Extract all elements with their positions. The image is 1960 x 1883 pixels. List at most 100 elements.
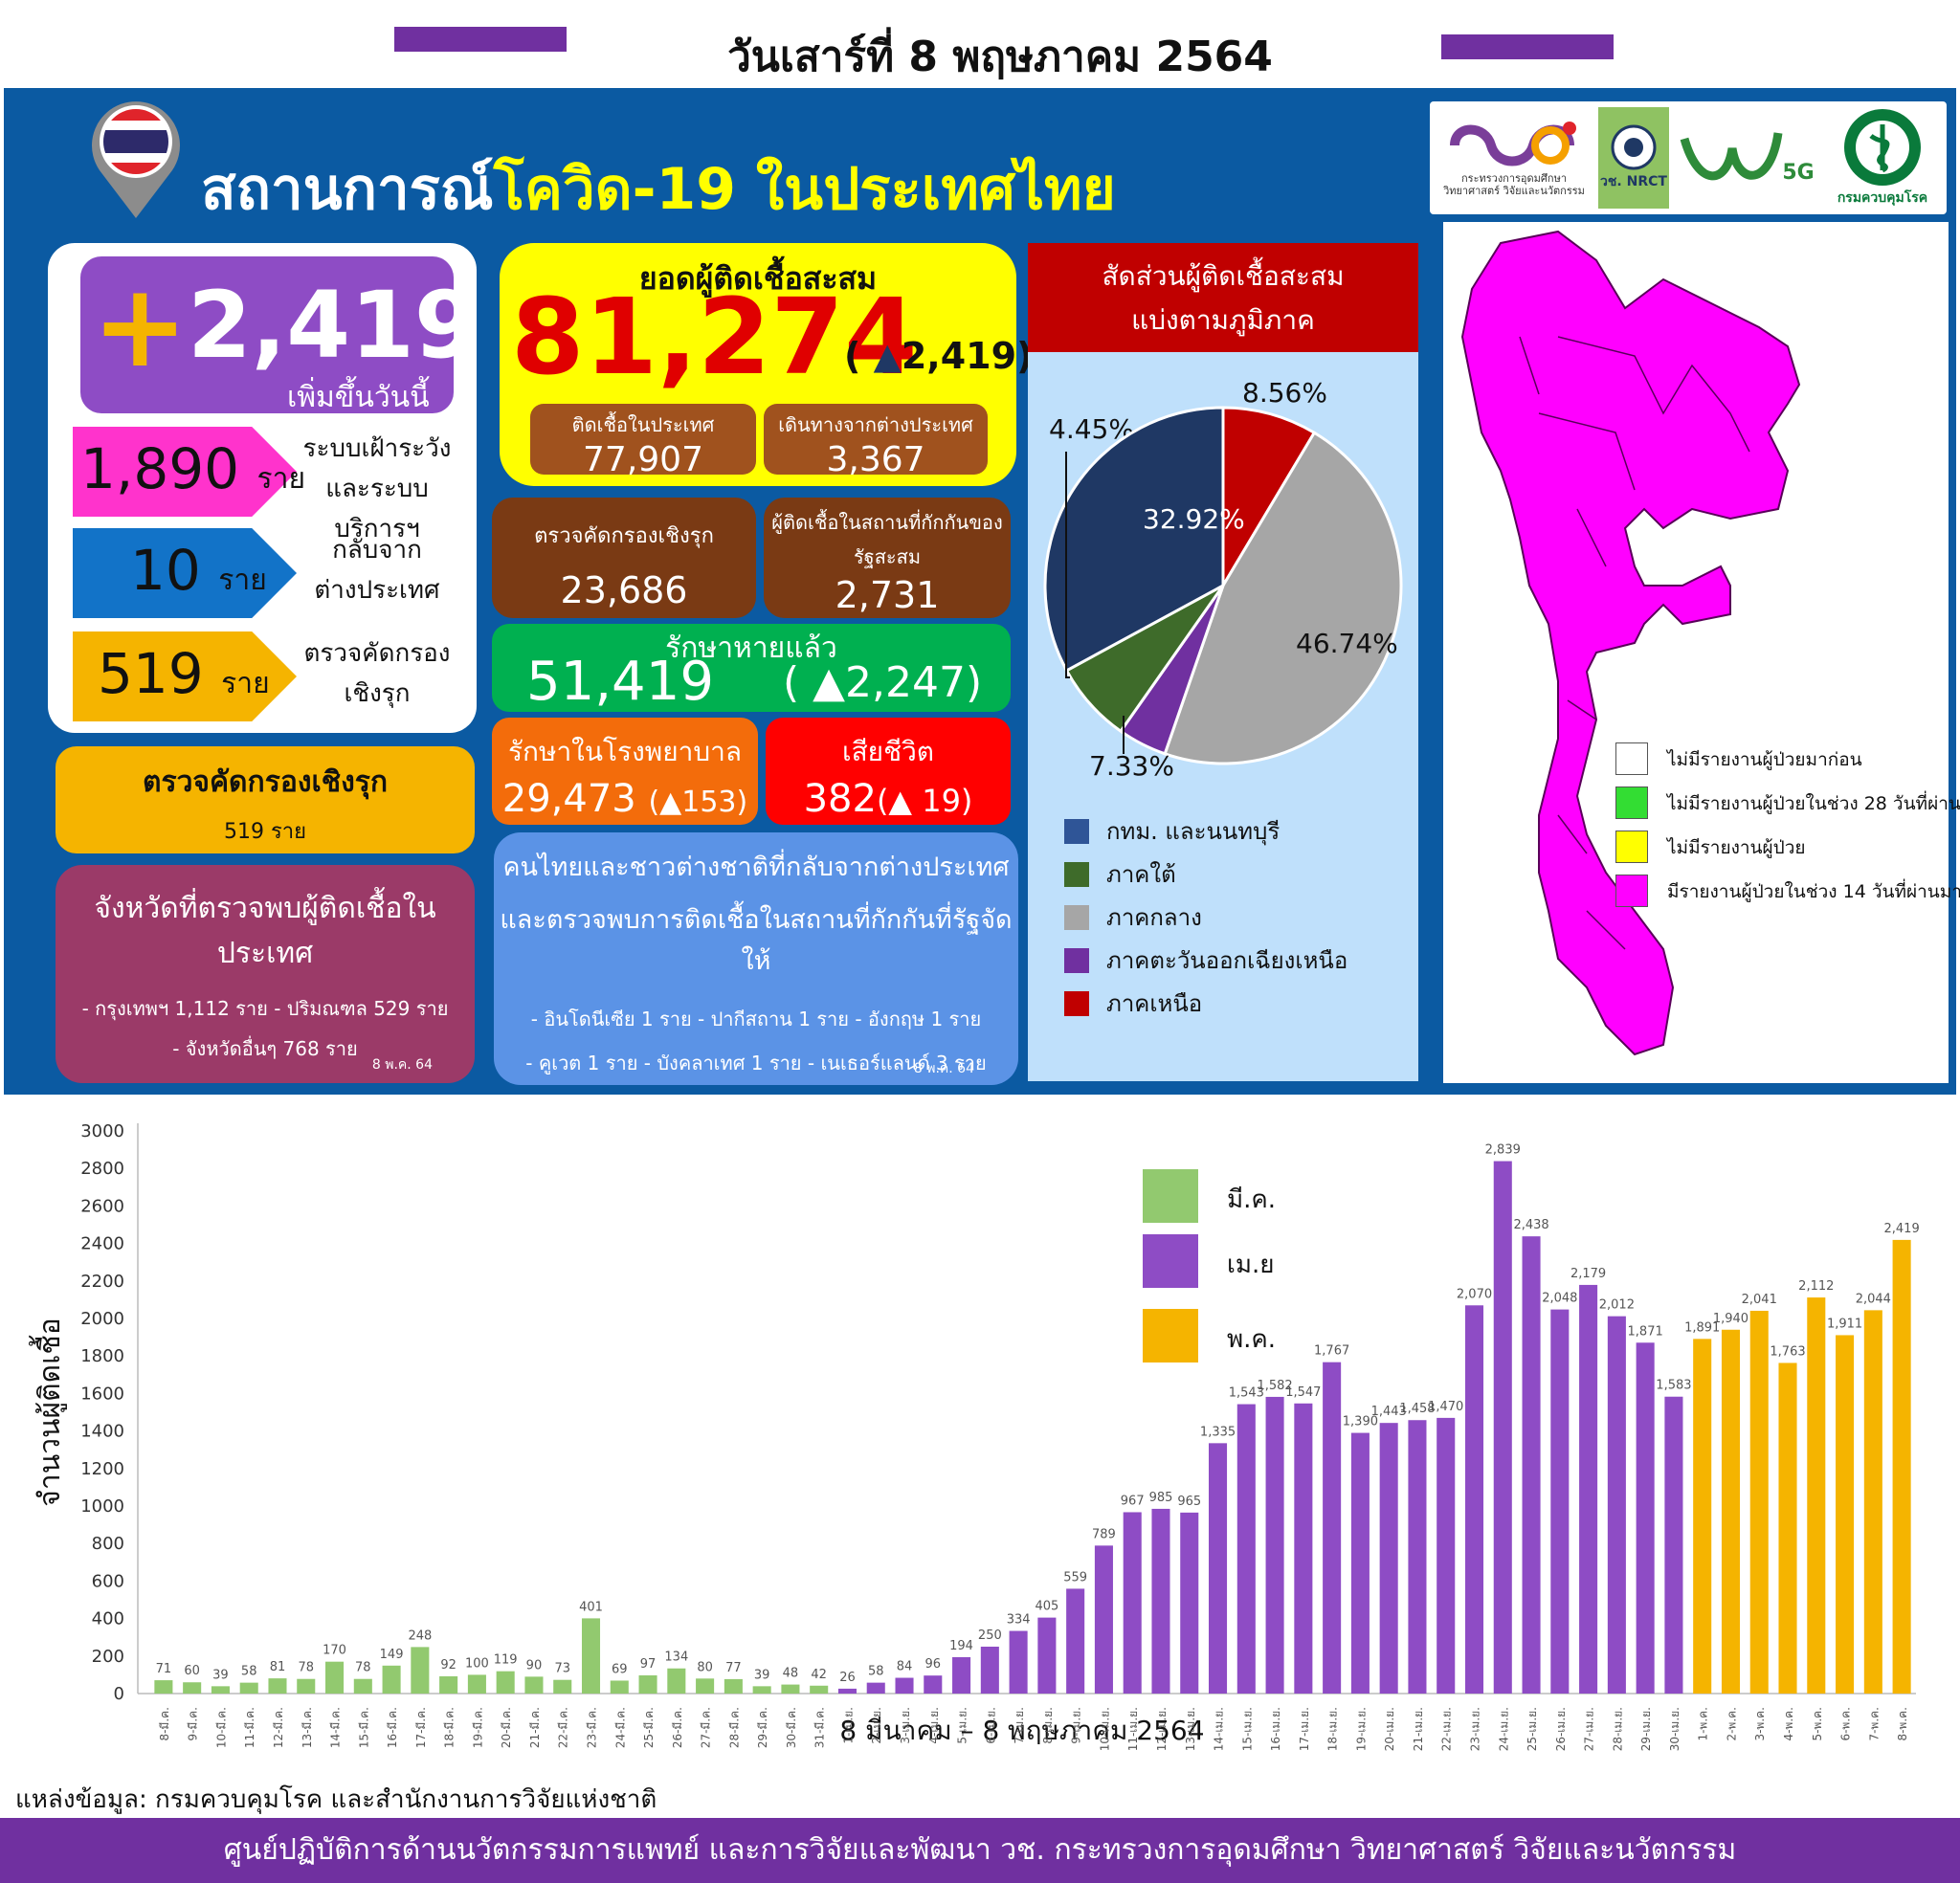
bar (1151, 1508, 1170, 1694)
x-tick-label: 12-มี.ค. (272, 1707, 285, 1748)
pie-legend-label: กทม. และนนทบุรี (1106, 818, 1281, 845)
bar (724, 1678, 743, 1694)
y-axis-label: จำนวนผู้ติดเชื้อ (29, 1318, 67, 1506)
x-tick-label: 25-มี.ค. (642, 1707, 656, 1748)
bar-value-label: 965 (1177, 1495, 1201, 1509)
cumulative-box: ยอดผู้ติดเชื้อสะสม 81,274 ( ▲2,419) (500, 243, 1033, 486)
today-box (80, 256, 454, 413)
x-tick-label: 6-พ.ค. (1839, 1707, 1853, 1741)
pie-slice-4 (1043, 406, 1225, 673)
map-legend-label: ไม่มีรายงานผู้ป่วย (1667, 837, 1806, 858)
deaths-value: 382 (803, 777, 877, 821)
hospital-value: 29,473 (501, 777, 636, 821)
pie-legend: กทม. และนนทบุรี ภาคใต้ ภาคกลาง ภาคตะวันออกเ… (1064, 809, 1348, 1025)
map-legend: ไม่มีรายงานผู้ป่วยมาก่อน ไม่มีรายงานผู้ป่… (1615, 742, 1960, 919)
x-tick-label: 15-มี.ค. (357, 1707, 370, 1748)
bar (1209, 1443, 1228, 1694)
x-tick-label: 14-มี.ค. (329, 1707, 343, 1748)
bar-value-label: 48 (783, 1667, 799, 1681)
deaths-value-row: 382(▲ 19) (766, 777, 1011, 821)
proactive-value: 23,686 (560, 569, 688, 611)
pie-slice-1 (1163, 431, 1403, 765)
x-tick-label: 31-มี.ค. (813, 1707, 827, 1748)
bar-value-label: 81 (270, 1660, 286, 1674)
main-title: สถานการณ์โควิด-19 ในประเทศไทย (201, 156, 1116, 223)
pie-slice-0 (1221, 406, 1317, 591)
bar-value-label: 92 (440, 1658, 457, 1673)
bar-value-label: 1,940 (1713, 1312, 1748, 1326)
bar-value-label: 69 (612, 1662, 628, 1676)
deaths-box: เสียชีวิต 382(▲ 19) (766, 718, 1011, 825)
x-tick-label: 19-เม.ย. (1354, 1707, 1368, 1751)
map-legend-item: มีรายงานผู้ป่วยในช่วง 14 วันที่ผ่านมา (1615, 875, 1960, 919)
pie-legend-item: ภาคเหนือ (1064, 982, 1348, 1025)
y-tick-label: 1000 (80, 1496, 124, 1517)
bar-value-label: 2,070 (1457, 1287, 1492, 1301)
bar-value-label: 1,911 (1827, 1317, 1862, 1331)
bar-value-label: 134 (664, 1650, 688, 1665)
bar (524, 1676, 544, 1694)
abroad-info-line1: คนไทยและชาวต่างชาติที่กลับจากต่างประเทศ (502, 853, 1010, 882)
bar (353, 1678, 372, 1694)
quarantine-box: ผู้ติดเชื้อในสถานที่กักกันของ รัฐสะสม 2,… (764, 498, 1011, 618)
x-axis-label: 8 มีนาคม – 8 พฤษภาคม 2564 (839, 1715, 1204, 1746)
bar-value-label: 967 (1121, 1494, 1145, 1508)
x-tick-label: 3-เม.ย. (899, 1707, 912, 1744)
decor-bar-right (1441, 34, 1614, 59)
bar-value-label: 42 (811, 1668, 827, 1682)
case-tag-value-0: 1,890 ราย (80, 436, 306, 501)
x-tick-label: 29-มี.ค. (756, 1707, 769, 1748)
pie-legend-label: ภาคตะวันออกเฉียงเหนือ (1106, 947, 1348, 974)
bar (581, 1618, 601, 1694)
bar (1693, 1339, 1712, 1694)
abroad-label: เดินทางจากต่างประเทศ (778, 413, 973, 436)
legend-swatch (1064, 818, 1089, 844)
bar-value-label: 248 (408, 1628, 432, 1643)
bar-value-label: 80 (697, 1660, 713, 1674)
cumulative-title: ยอดผู้ติดเชื้อสะสม (638, 260, 878, 297)
case-tag-desc-1: กลับจาก ต่างประเทศ (314, 536, 440, 605)
up-arrow-icon: ▲ (873, 335, 902, 377)
quarantine-label2: รัฐสะสม (853, 545, 922, 568)
bar-value-label: 78 (298, 1661, 314, 1675)
abroad-value: 3,367 (826, 440, 925, 479)
map-legend-label: มีรายงานผู้ป่วยในช่วง 14 วันที่ผ่านมา (1667, 881, 1960, 902)
y-tick-label: 1400 (80, 1422, 124, 1442)
bar-value-label: 119 (494, 1653, 518, 1668)
x-tick-label: 24-มี.ค. (613, 1707, 627, 1748)
bar (1863, 1310, 1882, 1694)
x-tick-label: 7-พ.ค. (1867, 1707, 1881, 1741)
x-tick-label: 7-เม.ย. (1013, 1707, 1026, 1744)
x-tick-label: 8-พ.ค. (1896, 1707, 1909, 1741)
y-tick-label: 800 (92, 1534, 124, 1554)
thailand-flag-pin-icon (92, 101, 180, 218)
bar-value-label: 789 (1092, 1527, 1116, 1541)
x-tick-label: 20-มี.ค. (500, 1707, 513, 1748)
pie-legend-item: ภาคกลาง (1064, 896, 1348, 939)
x-tick-label: 1-พ.ค. (1697, 1707, 1710, 1741)
bar (1493, 1161, 1512, 1694)
map-legend-item: ไม่มีรายงานผู้ป่วย (1615, 831, 1960, 875)
bar-value-label: 401 (579, 1600, 603, 1614)
abroad-info-box: คนไทยและชาวต่างชาติที่กลับจากต่างประเทศ … (494, 832, 1018, 1119)
recovered-label: รักษาหายแล้ว (665, 631, 837, 665)
y-tick-label: 600 (92, 1571, 124, 1591)
ddc-emblem-icon (1844, 109, 1921, 186)
y-tick-label: 2200 (80, 1272, 124, 1292)
provinces-box: จังหวัดที่ตรวจพบผู้ติดเชื้อในประเทศ - กร… (56, 865, 475, 1083)
y-tick-label: 1800 (80, 1346, 124, 1366)
bar-value-label: 2,179 (1570, 1267, 1606, 1281)
bar-value-label: 96 (925, 1657, 942, 1672)
bar-value-label: 1,543 (1229, 1386, 1264, 1401)
y-tick-label: 400 (92, 1609, 124, 1629)
x-tick-label: 15-เม.ย. (1240, 1707, 1254, 1751)
x-tick-label: 3-พ.ค. (1753, 1707, 1767, 1741)
x-tick-label: 10-เม.ย. (1098, 1707, 1111, 1751)
today-new-cases: 2,419 (188, 272, 479, 379)
cumulative-delta: ( ▲2,419) (844, 335, 1034, 377)
bar (183, 1682, 202, 1694)
bar (553, 1679, 572, 1694)
nrct-emblem-icon (1611, 124, 1657, 170)
abroad-info-line5: - เมียนมา 1 ราย - กัมพูชา 1 ราย (619, 1096, 893, 1119)
bar-value-label: 1,443 (1371, 1405, 1407, 1419)
